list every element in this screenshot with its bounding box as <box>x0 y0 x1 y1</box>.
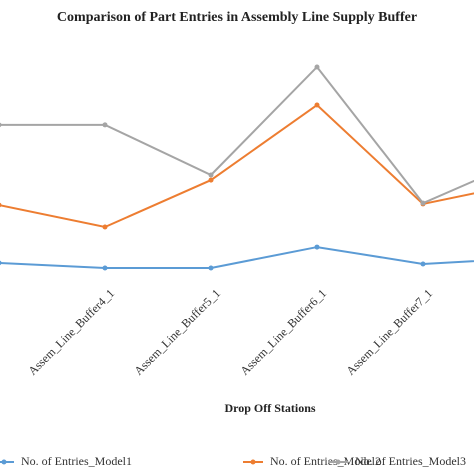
legend-marker <box>250 459 256 465</box>
series-line <box>0 246 474 269</box>
point <box>314 244 320 250</box>
legend-marker <box>335 459 341 465</box>
legend-label: No. of Entries_Model3 <box>355 454 466 468</box>
point <box>0 122 2 128</box>
chart-title: Comparison of Part Entries in Assembly L… <box>57 10 417 25</box>
point <box>314 102 320 108</box>
point <box>208 172 214 178</box>
legend-label: No. of Entries_Model2 <box>270 454 381 468</box>
legend-label: No. of Entries_Model1 <box>21 454 132 468</box>
point <box>420 200 426 206</box>
point <box>420 261 426 267</box>
x-axis-title: Drop Off Stations <box>224 401 315 415</box>
x-tick-label: Assem_Line_Buffer7_1 <box>343 286 435 378</box>
point <box>208 177 214 183</box>
point <box>102 224 108 230</box>
series-line <box>0 65 474 205</box>
point <box>0 202 2 208</box>
point <box>102 265 108 271</box>
point <box>314 64 320 70</box>
point <box>208 265 214 271</box>
point <box>102 122 108 128</box>
x-tick-label: Assem_Line_Buffer6_1 <box>237 286 329 378</box>
series-line <box>0 103 474 229</box>
x-tick-label: Assem_Line_Buffer4_1 <box>25 286 117 378</box>
legend-marker <box>1 459 7 465</box>
point <box>0 260 2 266</box>
x-tick-label: Assem_Line_Buffer5_1 <box>131 286 223 378</box>
